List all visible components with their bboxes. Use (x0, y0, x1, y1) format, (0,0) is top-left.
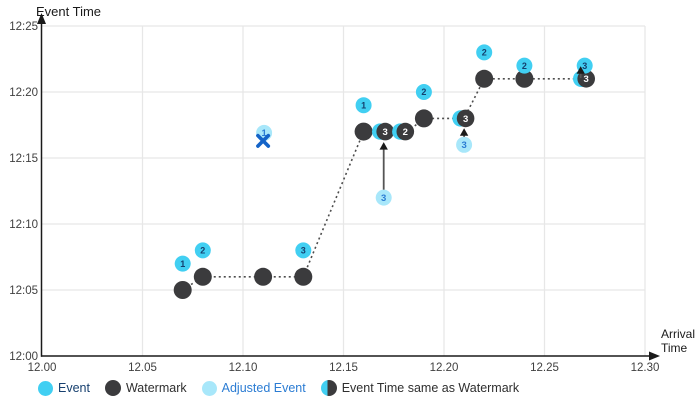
same-dot-dark-half (577, 70, 595, 88)
same-as-watermark-dot (452, 109, 475, 128)
watermark-dot (254, 267, 273, 286)
same-dot-number: 2 (403, 127, 408, 138)
event-dot (355, 97, 372, 114)
same-dot-dark-half (456, 109, 475, 128)
event-dot-number: 2 (421, 87, 426, 97)
x-tick-label: 12.25 (530, 362, 559, 374)
watermark-dot (354, 122, 373, 141)
dropped-event-x-icon (256, 133, 271, 148)
watermark-dot (414, 109, 433, 128)
watermark-dot (193, 267, 212, 286)
x-axis-title-line2: Time (661, 341, 688, 355)
event-dot (295, 242, 312, 259)
same-dot-dark-half (376, 122, 395, 141)
event-dot-number: 2 (522, 61, 527, 71)
event-dot (516, 57, 533, 74)
watermark-dot (294, 267, 313, 286)
dropped-event-dot-number: 1 (261, 128, 267, 139)
adjustment-arrow-head-icon (459, 128, 469, 136)
event-dot-number: 3 (301, 246, 306, 256)
adjusted-event-marker-icon (201, 380, 217, 396)
adjusted-event-dot-number: 3 (381, 193, 386, 204)
adjustment-arrow-head-icon (576, 66, 585, 74)
event-marker-icon (38, 380, 53, 396)
watermark-dot (475, 69, 494, 88)
same-dot-number: 3 (383, 127, 388, 138)
event-dot (415, 84, 432, 100)
watermark-dot (173, 281, 192, 299)
x-tick-label: 12.10 (229, 362, 258, 374)
x-tick-label: 12.20 (430, 362, 459, 374)
y-tick-label: 12:15 (9, 153, 38, 165)
event-dot (174, 255, 191, 272)
legend-item-same-as-watermark: Event Time same as Watermark (320, 380, 520, 396)
y-axis-arrowhead-icon (37, 13, 46, 24)
adjusted-event-dot (456, 136, 473, 153)
y-tick-label: 12:00 (9, 351, 38, 363)
x-tick-label: 12.05 (128, 362, 157, 374)
x-axis-title-line1: Arrival (661, 327, 696, 341)
legend-label-same-as-watermark: Event Time same as Watermark (341, 381, 520, 395)
y-tick-label: 12:10 (9, 219, 38, 231)
adjusted-event-dot (375, 189, 392, 206)
same-dot-number: 3 (463, 114, 468, 125)
event-dot-number: 3 (582, 61, 587, 71)
same-as-watermark-dot (392, 122, 415, 141)
y-axis-title: Event Time (36, 4, 102, 19)
legend-label-event: Event (58, 381, 90, 395)
legend-label-watermark: Watermark (125, 381, 187, 395)
event-time-same-as-watermark-marker-icon (320, 380, 337, 396)
event-dot-number: 2 (200, 246, 205, 256)
event-dot (476, 44, 493, 61)
same-dot-dark-half (396, 122, 415, 141)
adjusted-event-dot-number: 3 (461, 140, 466, 151)
event-dot-number: 2 (482, 48, 487, 58)
event-dot-number: 1 (180, 259, 185, 269)
watermark-marker-icon (104, 380, 121, 396)
x-tick-label: 12.30 (631, 362, 660, 374)
event-dot (194, 242, 211, 259)
event-dot-number: 1 (361, 100, 366, 110)
legend-item-event: Event (38, 380, 90, 396)
adjustment-arrow-head-icon (379, 142, 388, 150)
legend: Event Watermark Adjusted Event Event Tim… (38, 380, 519, 396)
legend-label-adjusted-event: Adjusted Event (221, 381, 306, 395)
watermark-dot (515, 69, 534, 88)
x-axis-title: Arrival Time (661, 327, 695, 355)
x-axis-arrowhead-icon (649, 351, 660, 361)
x-tick-label: 12.00 (28, 362, 57, 374)
y-tick-label: 12:05 (9, 285, 38, 297)
same-as-watermark-dot (372, 122, 395, 141)
y-tick-label: 12:25 (9, 21, 38, 33)
x-tick-label: 12.15 (329, 362, 358, 374)
y-tick-label: 12:20 (9, 87, 38, 99)
legend-item-adjusted-event: Adjusted Event (201, 380, 306, 396)
same-as-watermark-dot (573, 70, 595, 88)
legend-item-watermark: Watermark (104, 380, 187, 396)
same-dot-number: 3 (584, 74, 589, 85)
